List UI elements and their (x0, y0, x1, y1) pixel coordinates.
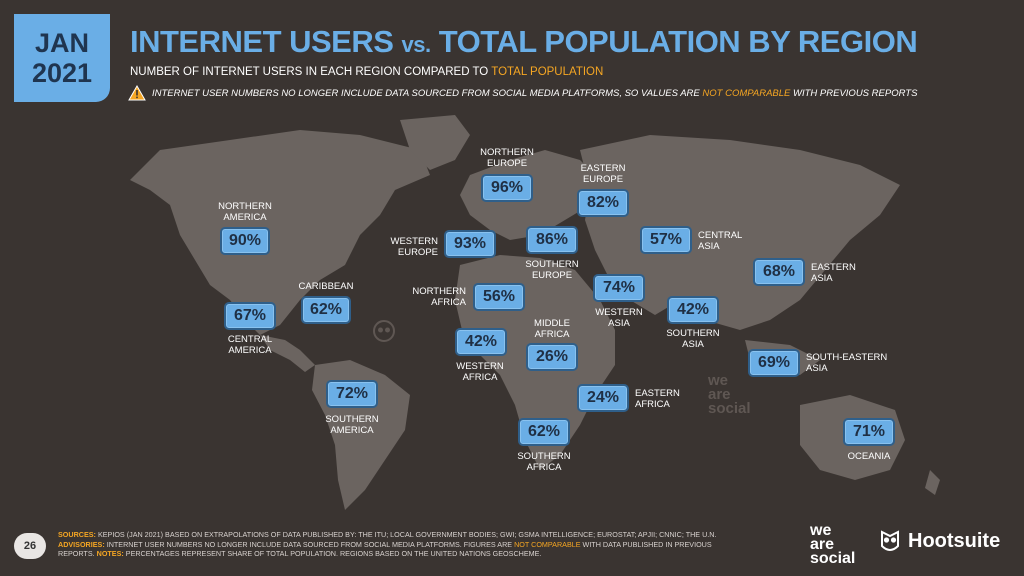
warning-triangle-icon (128, 85, 146, 101)
stat-eastern-africa: 24% (577, 384, 629, 412)
warning-note: INTERNET USER NUMBERS NO LONGER INCLUDE … (128, 85, 917, 101)
warning-suffix: WITH PREVIOUS REPORTS (793, 87, 918, 99)
stat-central-asia: 57% (640, 226, 692, 254)
label-northern-america: NORTHERN AMERICA (218, 201, 272, 223)
label-northern-europe: NORTHERN EUROPE (480, 147, 534, 169)
date-badge: JAN 2021 (14, 14, 110, 102)
stat-southern-asia: 42% (667, 296, 719, 324)
advisories-highlight: NOT COMPARABLE (514, 539, 581, 549)
label-caribbean: CARIBBEAN (298, 281, 354, 292)
stat-eastern-asia: 68% (753, 258, 805, 286)
label-southern-africa: SOUTHERN AFRICA (517, 451, 571, 473)
we-are-social-logo: we are social (810, 522, 856, 567)
map-central-america (260, 335, 315, 372)
sources-text: KEPIOS (JAN 2021) BASED ON EXTRAPOLATION… (97, 530, 717, 539)
advisories-suffix: WITH DATA PUBLISHED IN PREVIOUS (582, 539, 712, 549)
page-title: INTERNET USERS vs. TOTAL POPULATION BY R… (130, 24, 918, 60)
notes-label: NOTES: (96, 549, 124, 558)
hootsuite-wordmark: Hootsuite (908, 529, 1001, 552)
stat-western-africa: 42% (455, 328, 507, 356)
stat-central-america: 67% (224, 302, 276, 330)
map-asia (580, 135, 900, 330)
label-western-africa: WESTERN AFRICA (456, 361, 504, 383)
label-middle-africa: MIDDLE AFRICA (534, 318, 570, 340)
footer-notes: SOURCES: KEPIOS (JAN 2021) BASED ON EXTR… (58, 530, 788, 559)
title-vs: vs. (401, 32, 432, 57)
advisories-text: INTERNET USER NUMBERS NO LONGER INCLUDE … (106, 539, 513, 549)
label-eastern-africa: EASTERN AFRICA (635, 388, 680, 410)
map-watermark: we are social (708, 372, 751, 417)
notes-text: PERCENTAGES REPRESENT SHARE OF TOTAL POP… (125, 549, 542, 558)
date-year: 2021 (31, 58, 93, 88)
stat-southern-africa: 62% (518, 418, 570, 446)
date-month: JAN (34, 28, 89, 58)
subtitle-prefix: NUMBER OF INTERNET USERS IN EACH REGION … (130, 66, 489, 78)
label-southern-asia: SOUTHERN ASIA (666, 328, 720, 350)
label-oceania: OCEANIA (847, 451, 891, 462)
stat-caribbean: 62% (301, 296, 351, 324)
stat-south-america: 72% (326, 380, 378, 408)
hootsuite-logo: Hootsuite (878, 528, 1000, 554)
label-south-eastern-asia: SOUTH-EASTERN ASIA (806, 352, 888, 374)
label-northern-africa: NORTHERN AFRICA (412, 286, 466, 308)
subtitle: NUMBER OF INTERNET USERS IN EACH REGION … (130, 66, 603, 78)
warning-highlight: NOT COMPARABLE (702, 87, 791, 99)
map-greenland (400, 115, 470, 170)
title-part2: TOTAL POPULATION BY REGION (438, 24, 918, 59)
map-new-zealand (925, 470, 940, 495)
stat-southern-europe: 86% (526, 226, 578, 254)
map-north-america (130, 130, 430, 335)
stat-northern-america: 90% (220, 227, 270, 255)
label-south-america: SOUTHERN AMERICA (325, 414, 379, 436)
stat-eastern-europe: 82% (577, 189, 629, 217)
stat-western-asia: 74% (593, 274, 645, 302)
reports-text: REPORTS. (58, 549, 95, 558)
advisories-label: ADVISORIES: (58, 539, 105, 549)
owl-watermark-icon (373, 320, 395, 342)
hootsuite-owl-icon (881, 530, 899, 551)
title-part1: INTERNET USERS (130, 24, 394, 59)
stat-western-europe: 93% (444, 230, 496, 258)
stat-middle-africa: 26% (526, 343, 578, 371)
label-western-europe: WESTERN EUROPE (390, 236, 439, 258)
label-eastern-asia: EASTERN ASIA (811, 262, 856, 284)
label-southern-europe: SOUTHERN EUROPE (525, 259, 579, 281)
label-central-asia: CENTRAL ASIA (698, 230, 743, 252)
stat-oceania: 71% (843, 418, 895, 446)
warning-prefix: INTERNET USER NUMBERS NO LONGER INCLUDE … (152, 87, 700, 99)
sources-label: SOURCES: (58, 530, 96, 539)
page-number: 26 (14, 533, 46, 559)
label-western-asia: WESTERN ASIA (595, 307, 643, 329)
stat-northern-africa: 56% (473, 283, 525, 311)
subtitle-highlight: TOTAL POPULATION (491, 66, 604, 78)
label-eastern-europe: EASTERN EUROPE (580, 163, 626, 185)
stat-northern-europe: 96% (481, 174, 533, 202)
stat-south-eastern-asia: 69% (748, 349, 800, 377)
label-central-america: CENTRAL AMERICA (227, 334, 273, 356)
